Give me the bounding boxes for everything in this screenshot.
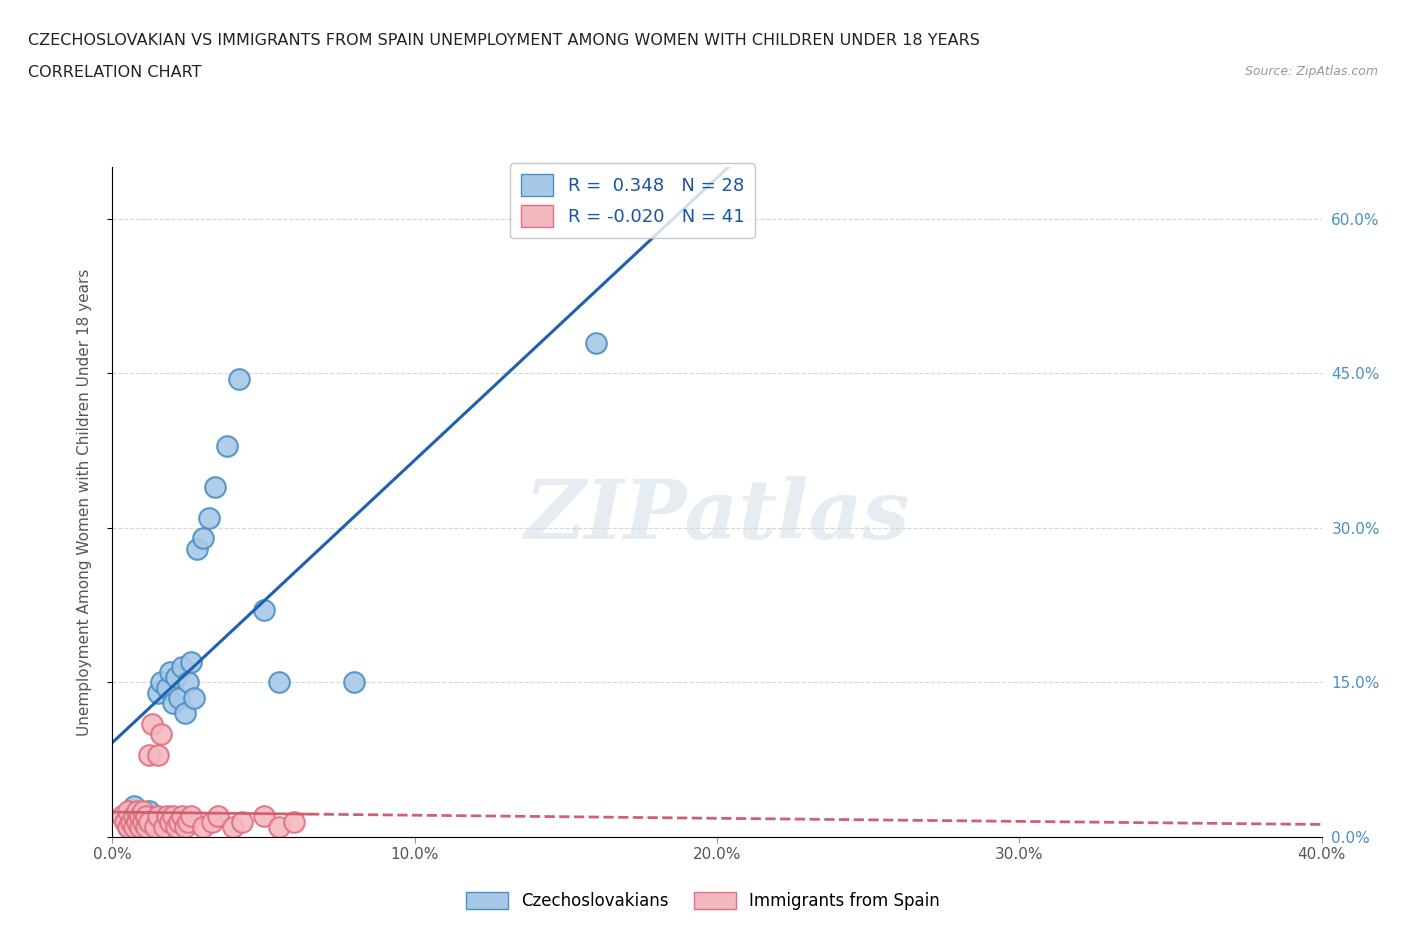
Point <box>585 335 607 350</box>
Point <box>201 814 224 829</box>
Point <box>117 804 139 818</box>
Point <box>146 747 169 762</box>
Point <box>174 706 197 721</box>
Point <box>125 804 148 818</box>
Point <box>222 819 245 834</box>
Point <box>170 659 193 674</box>
Point <box>162 809 184 824</box>
Point <box>165 670 187 684</box>
Point <box>149 726 172 741</box>
Point <box>110 809 132 824</box>
Point <box>128 819 150 834</box>
Point <box>343 675 366 690</box>
Point <box>253 603 276 618</box>
Legend: Czechoslovakians, Immigrants from Spain: Czechoslovakians, Immigrants from Spain <box>460 885 946 917</box>
Legend: R =  0.348   N = 28, R = -0.020   N = 41: R = 0.348 N = 28, R = -0.020 N = 41 <box>510 163 755 238</box>
Point <box>125 814 148 829</box>
Point <box>141 814 163 829</box>
Point <box>177 814 200 829</box>
Point <box>120 814 142 829</box>
Point <box>191 819 214 834</box>
Point <box>141 716 163 731</box>
Point <box>132 814 155 829</box>
Point <box>132 811 155 826</box>
Text: Source: ZipAtlas.com: Source: ZipAtlas.com <box>1244 65 1378 78</box>
Point <box>138 804 160 818</box>
Point <box>128 809 150 824</box>
Point <box>143 819 166 834</box>
Point <box>174 819 197 834</box>
Point <box>146 809 169 824</box>
Point <box>122 799 145 814</box>
Point <box>207 809 229 824</box>
Point <box>267 675 290 690</box>
Point <box>283 814 305 829</box>
Point <box>117 809 139 824</box>
Text: ZIPatlas: ZIPatlas <box>524 475 910 555</box>
Point <box>138 814 160 829</box>
Point <box>122 819 145 834</box>
Point <box>180 655 202 670</box>
Text: CORRELATION CHART: CORRELATION CHART <box>28 65 201 80</box>
Text: CZECHOSLOVAKIAN VS IMMIGRANTS FROM SPAIN UNEMPLOYMENT AMONG WOMEN WITH CHILDREN : CZECHOSLOVAKIAN VS IMMIGRANTS FROM SPAIN… <box>28 33 980 47</box>
Point <box>149 675 172 690</box>
Point <box>146 685 169 700</box>
Point <box>135 819 157 834</box>
Point <box>204 479 226 494</box>
Point <box>228 371 250 386</box>
Point <box>138 747 160 762</box>
Point <box>167 814 190 829</box>
Point <box>117 819 139 834</box>
Point <box>231 814 253 829</box>
Point <box>180 809 202 824</box>
Point <box>159 814 181 829</box>
Point <box>191 531 214 546</box>
Point <box>135 809 157 824</box>
Point <box>159 665 181 680</box>
Point <box>156 809 179 824</box>
Point <box>217 438 239 453</box>
Point <box>186 541 208 556</box>
Point <box>253 809 276 824</box>
Point <box>267 819 290 834</box>
Point <box>165 819 187 834</box>
Y-axis label: Unemployment Among Women with Children Under 18 years: Unemployment Among Women with Children U… <box>77 269 91 736</box>
Point <box>132 804 155 818</box>
Point <box>170 809 193 824</box>
Point <box>153 819 176 834</box>
Point <box>156 680 179 695</box>
Point <box>114 814 136 829</box>
Point <box>117 819 139 834</box>
Point <box>177 675 200 690</box>
Point <box>183 690 205 705</box>
Point <box>167 690 190 705</box>
Point <box>162 696 184 711</box>
Point <box>122 809 145 824</box>
Point <box>198 511 221 525</box>
